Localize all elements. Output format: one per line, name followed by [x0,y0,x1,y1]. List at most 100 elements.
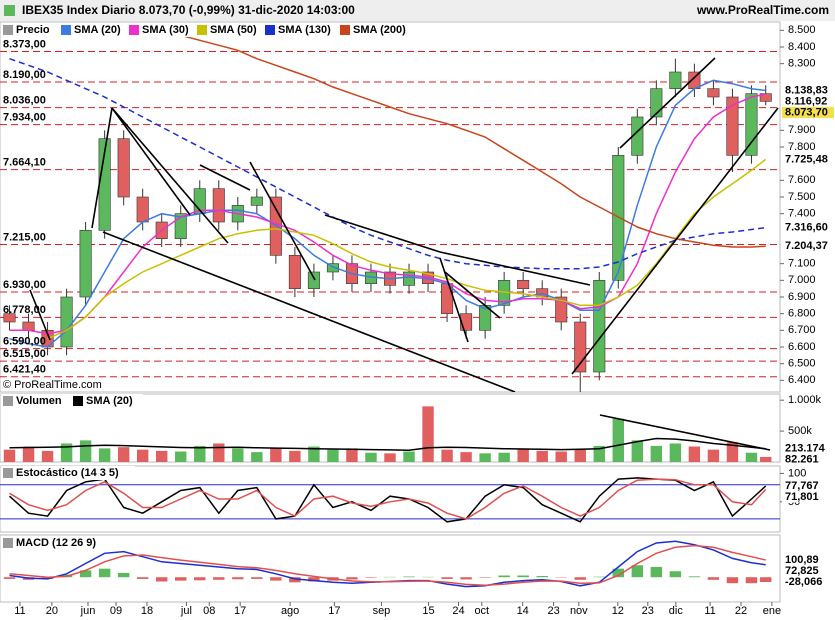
legend-bg [1,536,107,550]
volume-bar [760,456,772,462]
volume-bar [270,447,282,462]
legend-label: SMA (20) [74,24,121,36]
candle-body [669,71,682,89]
value-marker-box [782,240,834,252]
candle-body [403,271,416,286]
histogram-bar [117,572,130,578]
volume-bar [98,448,111,462]
histogram-bar [536,576,548,578]
x-tick-label: 17 [234,605,246,617]
macd-panel [0,534,781,603]
volume-bar [555,451,567,462]
value-marker-label: 8.116,92 [785,95,827,107]
volume-bar [422,406,434,462]
value-marker-box [782,454,834,466]
histogram-bar [346,577,358,580]
legend-swatch [3,538,13,548]
volume-bar [403,451,415,462]
value-marker-label: 8.073,70 [785,106,828,118]
x-tick-label: oct [474,605,489,617]
candle-body [593,280,606,373]
volume-bar [574,449,586,462]
y-tick-label: 7.100 [788,258,816,270]
value-marker-label: 7.725,48 [785,153,828,165]
legend-swatch [197,25,207,35]
histogram-bar [251,577,263,579]
legend-label: MACD (12 26 9) [16,537,96,549]
legend-label: Estocástico (14 3 5) [16,467,119,479]
y-tick-label: 7.900 [788,124,816,136]
candle-body [60,296,73,348]
histogram-bar [308,577,320,582]
histogram-bar [593,576,605,578]
panel-plot [0,29,780,392]
candle-body [460,313,473,331]
level-label: 7.215,00 [3,231,46,243]
level-label: 6.590,00 [3,336,46,348]
volume-bar [289,450,301,462]
value-marker-label: 100,89 [785,554,819,566]
trend-lines [29,57,779,392]
level-label: 6.421,40 [3,364,46,376]
price-panel [0,21,781,393]
value-marker-box [782,491,834,503]
candle-body [745,93,758,156]
value-marker-label: -28,066 [785,576,822,588]
y-tick-label: 7.800 [788,141,816,153]
level-label: 8.373,00 [3,38,46,50]
candle-body [3,313,16,323]
volume-bar [60,443,73,462]
volume-bar [669,443,682,462]
x-tick-label: 14 [517,605,529,617]
histogram-bar [745,577,758,584]
value-marker-label: 72,825 [785,565,819,577]
y-tick-label: 8.300 [788,58,816,70]
legend-label: SMA (20) [86,395,133,407]
y-tick-label: 6.400 [788,374,816,386]
value-marker-box [782,96,834,108]
x-tick-label: 15 [422,605,434,617]
legend-swatch [129,25,139,35]
panel-plot [3,540,772,588]
level-label: 8.036,00 [3,95,46,107]
legend-label: SMA (130) [278,24,331,36]
volume-bar [498,452,510,462]
volume-bar [650,445,663,462]
histogram-bar [650,566,663,578]
x-tick-label: 17 [328,605,340,617]
candle-body [117,138,130,198]
value-marker-box [782,153,834,165]
y-tick-label: 6.700 [788,324,816,336]
volume-bar [384,453,396,462]
value-marker-box [782,576,834,588]
histogram-bar [175,577,187,581]
y-tick-label: 7.400 [788,208,816,220]
histogram-bar [136,577,149,579]
value-marker-label: 213.174 [785,443,826,455]
x-tick-label: 08 [203,605,215,617]
value-marker-label: 7.316,60 [785,221,828,233]
histogram-bar [688,576,701,578]
plot-layer: 8.500 8.400 8.300 7.900 7.800 7.600 7.500 7.400… [0,23,834,617]
volume-bar [536,450,548,462]
x-tick-label: 11 [14,605,25,617]
volume-bar [441,449,453,462]
candle-body [22,321,35,331]
y-tick-label: 8.500 [788,24,816,36]
y-tick-label: 7.000 [788,274,816,286]
panel-plot [3,406,772,462]
x-tick-label: 23 [547,605,559,617]
histogram-bar [213,577,225,580]
y-tick-label: 1.000k [788,394,822,406]
series-line [9,437,766,452]
volume-bar [251,452,263,462]
series-line [161,29,766,248]
candle-body [650,88,663,118]
value-marker-label: 71,801 [785,491,819,503]
panel-plot [0,477,780,523]
legend-label: Volumen [16,395,62,407]
volume-bar [688,446,701,462]
x-tick-label: 09 [110,605,122,617]
legend-swatch [61,25,71,35]
volume-bar [517,449,529,462]
